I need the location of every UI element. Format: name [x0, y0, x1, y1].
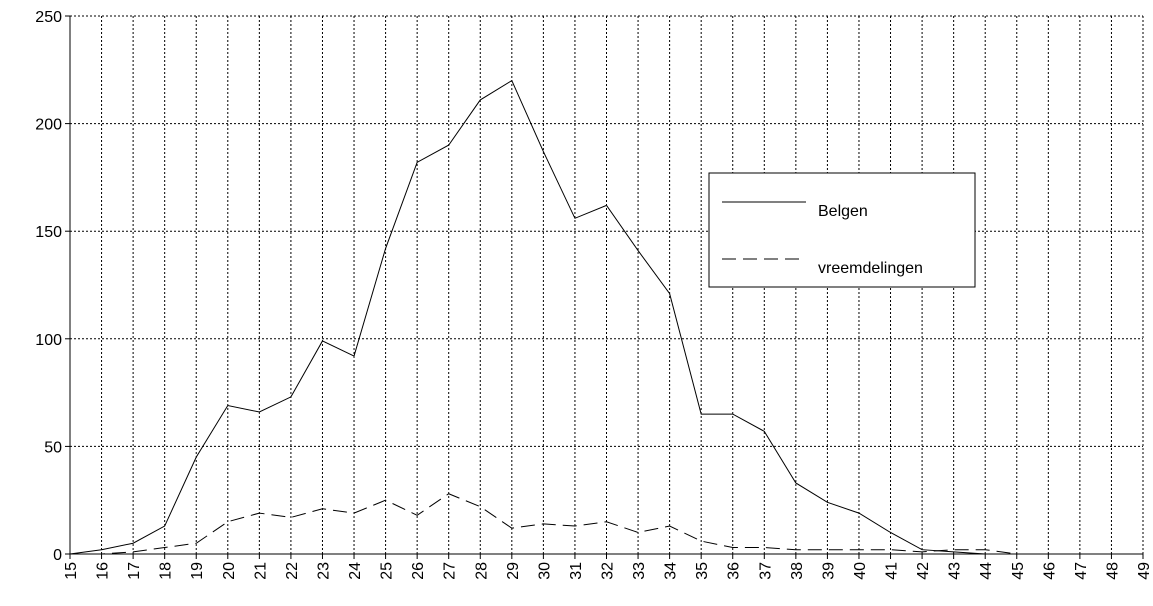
x-tick-label: 25: [379, 562, 396, 580]
x-tick-label: 21: [252, 562, 269, 580]
x-tick-label: 31: [568, 562, 585, 580]
x-tick-label: 41: [884, 562, 901, 580]
y-tick-label: 0: [53, 547, 62, 564]
x-tick-label: 16: [95, 562, 112, 580]
x-tick-label: 22: [284, 562, 301, 580]
grid: [70, 15, 1144, 555]
x-tick-label: 38: [789, 562, 806, 580]
y-tick-label: 250: [35, 9, 62, 26]
x-tick-label: 19: [189, 562, 206, 580]
x-tick-label: 28: [473, 562, 490, 580]
x-tick-label: 37: [757, 562, 774, 580]
x-tick-label: 47: [1073, 562, 1090, 580]
x-tick-label: 29: [505, 562, 522, 580]
x-tick-label: 42: [915, 562, 932, 580]
x-tick-label: 44: [978, 562, 995, 580]
x-tick-label: 15: [63, 562, 80, 580]
x-tick-label: 36: [726, 562, 743, 580]
series-line: [70, 493, 1143, 555]
x-tick-label: 27: [442, 562, 459, 580]
legend-box: [708, 172, 976, 288]
y-tick-label: 100: [35, 332, 62, 349]
x-tick-label: 32: [600, 562, 617, 580]
x-tick-label: 49: [1136, 562, 1153, 580]
x-tick-label: 24: [347, 562, 364, 580]
x-tick-label: 26: [410, 562, 427, 580]
x-tick-label: 23: [315, 562, 332, 580]
x-tick-label: 35: [694, 562, 711, 580]
legend-label: vreemdelingen: [818, 260, 923, 277]
x-tick-label: 17: [126, 562, 143, 580]
x-tick-label: 30: [536, 562, 553, 580]
x-tick-label: 33: [631, 562, 648, 580]
x-tick-label: 45: [1010, 562, 1027, 580]
x-tick-label: 46: [1041, 562, 1058, 580]
y-tick-label: 200: [35, 117, 62, 134]
legend-label: Belgen: [818, 203, 868, 220]
x-tick-label: 20: [221, 562, 238, 580]
x-tick-label: 43: [947, 562, 964, 580]
x-tick-label: 34: [663, 562, 680, 580]
series-line: [69, 79, 1143, 555]
y-tick-label: 150: [35, 224, 62, 241]
x-tick-label: 39: [820, 562, 837, 580]
x-tick-label: 40: [852, 562, 869, 580]
y-tick-label: 50: [44, 439, 62, 456]
x-tick-label: 18: [158, 562, 175, 580]
x-tick-label: 48: [1104, 562, 1121, 580]
